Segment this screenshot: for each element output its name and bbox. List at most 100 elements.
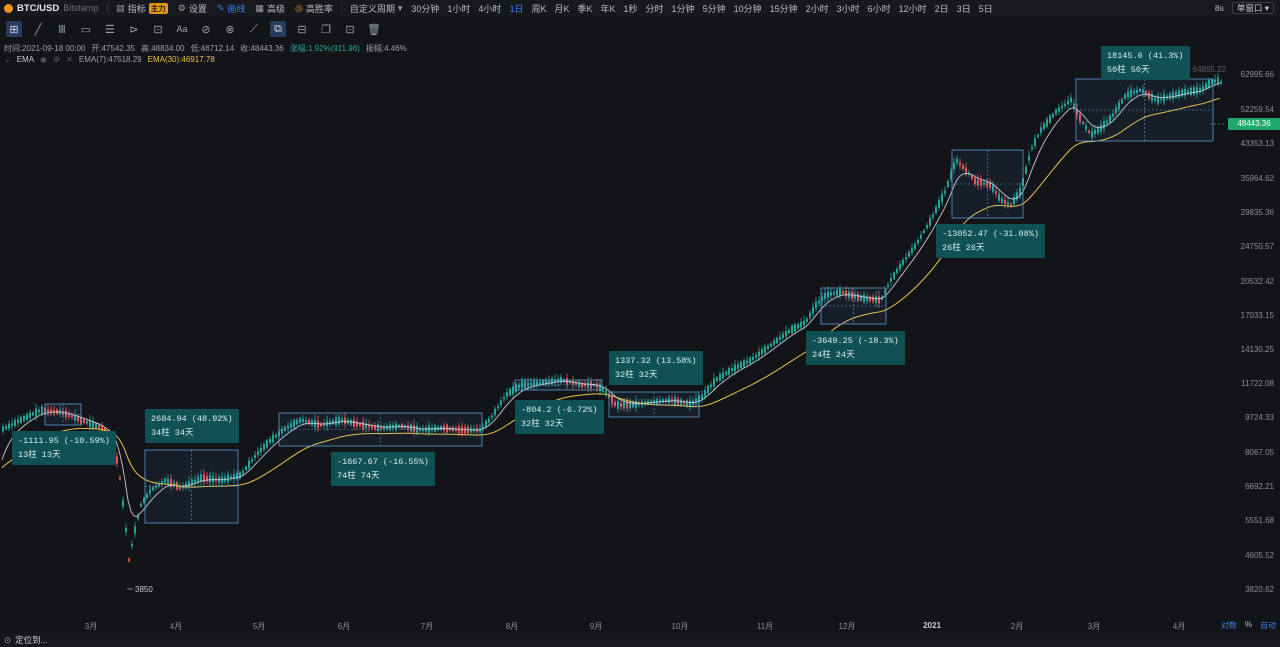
interval-20[interactable]: 5日 [978, 3, 993, 14]
candle-body [206, 476, 208, 482]
ema30-value: EMA(30):46917.78 [147, 55, 215, 64]
candle-body [338, 417, 340, 424]
hide-icon[interactable]: ⊡ [345, 23, 355, 36]
candle-body [89, 420, 91, 428]
interval-1[interactable]: 1小时 [447, 3, 471, 14]
interval-2[interactable]: 4小时 [478, 3, 502, 14]
trend-line-icon[interactable]: ╱ [34, 23, 42, 36]
interval-16[interactable]: 6小时 [867, 3, 891, 14]
measurement-duration: 50柱 50天 [1107, 65, 1150, 75]
candle-body [536, 381, 538, 386]
ohlc-amplitude: 振幅:4.46% [365, 44, 407, 53]
measurement-label[interactable]: -1667.67 (-16.55%) 74柱 74天 [331, 452, 435, 486]
candle-body [1052, 113, 1054, 118]
time-axis[interactable]: 3月 4月 5月 6月 7月 8月 9月 10月 11月 12月 2021 2月 3月 4月 [0, 618, 1226, 632]
candle-body [701, 394, 703, 399]
win-rate-button[interactable]: ◎ 高胜率 [290, 0, 338, 16]
trash-icon[interactable]: 🗑 [367, 23, 381, 36]
measurement-label[interactable]: -3649.25 (-18.3%) 24柱 24天 [806, 331, 905, 365]
candle-body [1106, 120, 1108, 124]
candle-body [92, 421, 94, 429]
interval-11[interactable]: 5分钟 [702, 3, 726, 14]
interval-14[interactable]: 2小时 [805, 3, 829, 14]
fib-icon[interactable]: ☰ [105, 23, 115, 36]
candlestick-chart[interactable]: 3850 [0, 40, 1226, 618]
close-icon[interactable]: ✕ [66, 55, 73, 64]
interval-13[interactable]: 15分钟 [769, 3, 798, 14]
candle-body [800, 321, 802, 328]
interval-19[interactable]: 3日 [956, 3, 971, 14]
interval-8[interactable]: 1秒 [623, 3, 638, 14]
candle-body [1016, 192, 1018, 200]
candle-body [1064, 103, 1066, 106]
interval-0[interactable]: 30分钟 [411, 3, 440, 14]
price-tick: 43353.13 [1240, 139, 1274, 148]
interval-10[interactable]: 1分钟 [671, 3, 695, 14]
interval-12[interactable]: 10分钟 [733, 3, 762, 14]
measurement-label[interactable]: -804.2 (-6.72%) 32柱 32天 [515, 400, 604, 434]
interval-4[interactable]: 周K [531, 3, 547, 14]
candle-body [500, 400, 502, 405]
interval-17[interactable]: 12小时 [898, 3, 927, 14]
log-scale-toggle[interactable]: 对数 [1220, 621, 1237, 630]
candle-body [155, 485, 157, 488]
lock-icon[interactable]: ⊟ [297, 23, 307, 36]
custom-period-dropdown[interactable]: 自定义周期 ▾ [345, 0, 408, 16]
drawing-toolbar: ⊞ ╱ Ⅲ ▭ ☰ ⊳ ⊡ Aa ⊘ ⊗ ⟋ ⧉ ⊟ ❐ ⊡ 🗑 [0, 18, 1280, 40]
symbol-selector[interactable]: BTC/USD Bitstamp [0, 3, 104, 14]
settings-icon[interactable]: ⚙ [53, 55, 61, 64]
visibility-icon[interactable]: ◉ [40, 55, 48, 64]
price-axis[interactable]: 62995.66 52259.54 43353.13 35964.62 29835.36… [1193, 40, 1280, 618]
measurement-label[interactable]: 18145.6 (41.3%) 50柱 50天 [1101, 46, 1190, 80]
cursor-icon[interactable]: ⊞ [6, 21, 22, 37]
candle-body [521, 381, 523, 389]
candle-body [998, 193, 1000, 201]
candle-body [671, 398, 673, 402]
collapse-icon[interactable]: ⌄ [4, 55, 11, 64]
measurement-label[interactable]: -1111.95 (-10.59%) 13柱 13天 [12, 431, 116, 465]
time-tick: 7月 [420, 622, 434, 631]
interval-15[interactable]: 3小时 [836, 3, 860, 14]
magnet-icon[interactable]: ⊘ [201, 23, 211, 36]
pattern-icon[interactable]: ⊳ [129, 23, 139, 36]
auto-scale-toggle[interactable]: 自动 [1260, 621, 1276, 630]
calendar-icon: ⊙ [4, 634, 12, 645]
measure-icon[interactable]: ⊡ [153, 23, 163, 36]
parallel-lines-icon[interactable]: Ⅲ [58, 23, 66, 36]
measure-range-icon[interactable]: ⧉ [270, 21, 286, 37]
interval-5[interactable]: 月K [554, 3, 570, 14]
indicator-button[interactable]: ▤ 指标 主力 [111, 0, 173, 16]
interval-3[interactable]: 1日 [509, 3, 524, 14]
interval-6[interactable]: 季K [577, 3, 593, 14]
draw-line-button[interactable]: ✎ 画线 [212, 0, 251, 16]
interval-9[interactable]: 分时 [645, 3, 664, 14]
percent-scale-toggle[interactable]: % [1244, 620, 1252, 629]
eraser-icon[interactable]: ⊗ [225, 23, 235, 36]
candle-body [1142, 89, 1144, 94]
candle-body [827, 291, 829, 298]
candle-body [938, 200, 940, 208]
settings-button[interactable]: ⚙ 设置 [173, 0, 212, 16]
candle-body [1172, 91, 1174, 100]
candle-body [26, 413, 28, 421]
interval-7[interactable]: 年K [600, 3, 616, 14]
candle-body [785, 330, 787, 337]
candle-body [887, 284, 889, 288]
time-tick: 12月 [838, 622, 856, 631]
candle-body [956, 158, 958, 164]
candle-body [284, 426, 286, 431]
text-icon[interactable]: Aa [176, 24, 188, 34]
advanced-button[interactable]: ▦ 高级 [250, 0, 290, 16]
candle-body [929, 217, 931, 226]
candle-body [53, 409, 55, 413]
goto-date-button[interactable]: 定位到... [15, 635, 48, 645]
candle-body [50, 409, 52, 413]
layout-select[interactable]: 单窗口 ▾ [1231, 2, 1274, 14]
ruler-icon[interactable]: ⟋ [250, 22, 258, 35]
copy-icon[interactable]: ❐ [321, 23, 331, 36]
measurement-label[interactable]: 1337.32 (13.58%) 32柱 32天 [609, 351, 703, 385]
measurement-label[interactable]: -13052.47 (-31.08%) 26柱 26天 [936, 224, 1045, 258]
rectangle-icon[interactable]: ▭ [80, 23, 92, 36]
interval-18[interactable]: 2日 [934, 3, 949, 14]
measurement-label[interactable]: 2684.94 (48.92%) 34柱 34天 [145, 409, 239, 443]
